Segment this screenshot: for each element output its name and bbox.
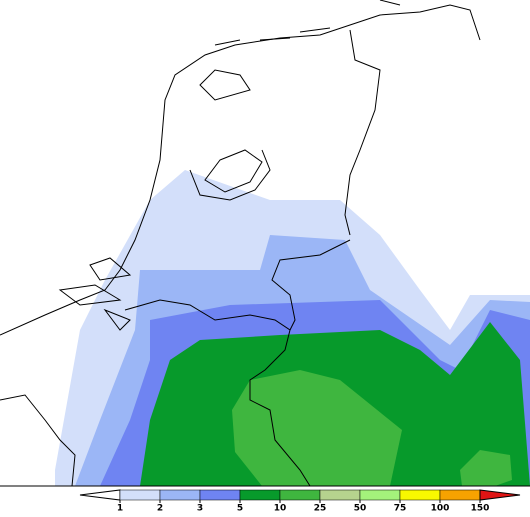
colorbar-label: 1 [117, 504, 123, 514]
colorbar-under [79, 489, 121, 501]
colorbar-segment [159, 489, 201, 501]
colorbar-segment [239, 489, 281, 501]
colorbar-segment [359, 489, 401, 501]
colorbar-segment [119, 489, 161, 501]
coastlines-borders [0, 0, 530, 487]
colorbar: 1 2 3 5 10 25 50 75 100 150 [79, 489, 521, 514]
colorbar-label: 2 [157, 504, 163, 514]
colorbar-label: 100 [431, 504, 450, 514]
colorbar-label: 75 [394, 504, 407, 514]
colorbar-label: 10 [274, 504, 287, 514]
colorbar-label: 50 [354, 504, 367, 514]
colorbar-label: 5 [237, 504, 243, 514]
colorbar-segment [399, 489, 441, 501]
colorbar-label: 25 [314, 504, 327, 514]
colorbar-segment [319, 489, 361, 501]
colorbar-segment [199, 489, 241, 501]
colorbar-label: 150 [471, 504, 490, 514]
colorbar-segment [439, 489, 481, 501]
colorbar-label: 3 [197, 504, 203, 514]
precipitation-field [55, 170, 530, 486]
colorbar-over [479, 489, 521, 501]
colorbar-segment [279, 489, 321, 501]
